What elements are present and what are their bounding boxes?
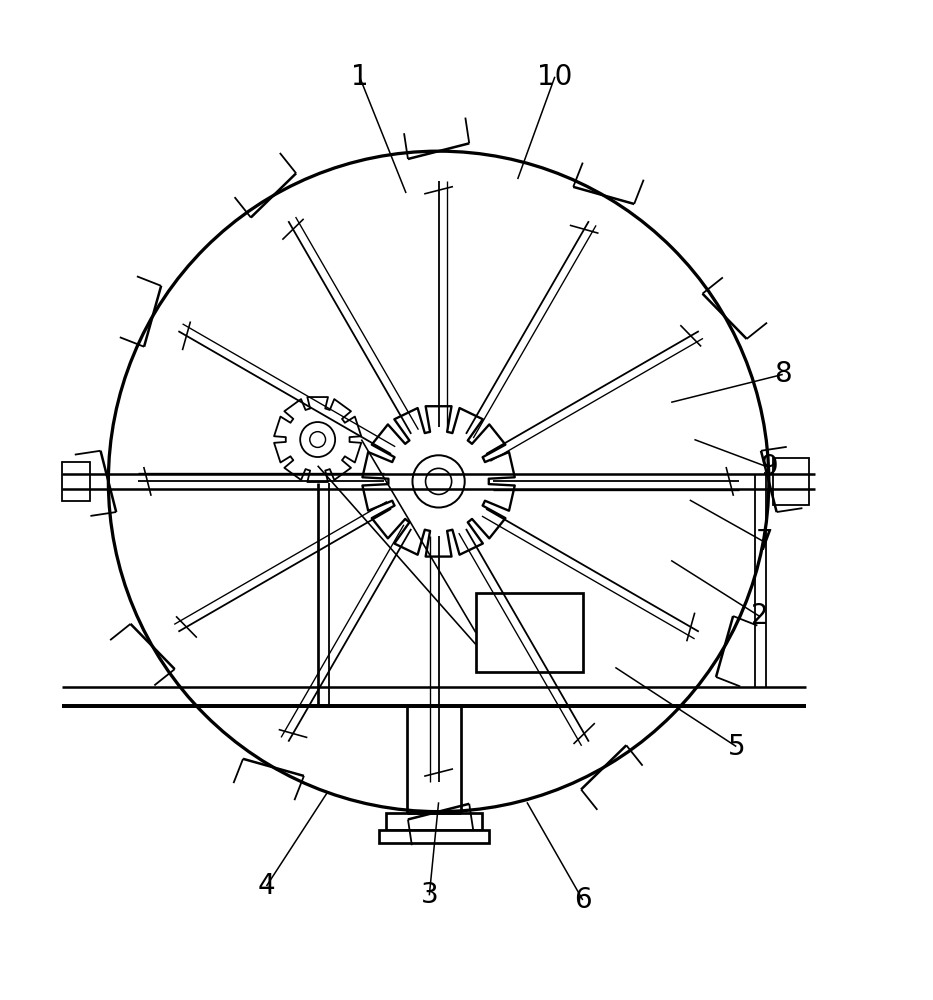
Bar bbox=[386, 813, 481, 830]
Text: 4: 4 bbox=[258, 872, 275, 900]
Text: 8: 8 bbox=[774, 360, 791, 388]
Text: 7: 7 bbox=[756, 528, 773, 556]
Bar bbox=[379, 830, 489, 843]
Text: 5: 5 bbox=[728, 733, 745, 761]
Text: 9: 9 bbox=[760, 453, 778, 481]
Bar bbox=[62, 462, 90, 501]
Bar bbox=[476, 593, 583, 672]
Text: 10: 10 bbox=[537, 63, 573, 91]
Text: 2: 2 bbox=[751, 602, 769, 630]
Text: 6: 6 bbox=[574, 886, 592, 914]
Text: 1: 1 bbox=[351, 63, 369, 91]
Text: 3: 3 bbox=[421, 881, 439, 909]
Bar bbox=[773, 458, 809, 505]
